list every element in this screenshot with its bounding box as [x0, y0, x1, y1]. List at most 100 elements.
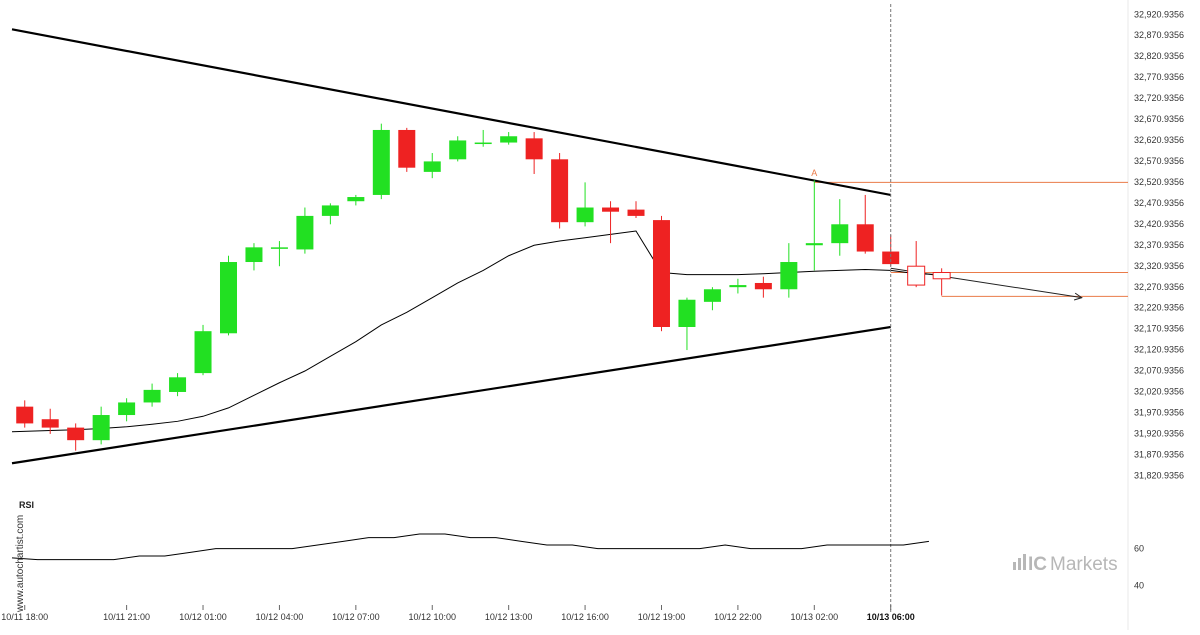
candle-body [780, 262, 798, 290]
y-tick-label: 32,670.9356 [1134, 114, 1184, 124]
brand-logo-icon [1013, 554, 1026, 570]
candle [907, 241, 926, 288]
y-tick-label: 32,770.9356 [1134, 72, 1184, 82]
candle-body [398, 129, 416, 168]
candle-body [831, 224, 849, 244]
candles [16, 123, 951, 451]
candle-body [296, 215, 314, 250]
x-tick-label: 10/11 21:00 [103, 612, 150, 622]
candle-body [449, 140, 467, 160]
candle [321, 203, 339, 225]
candle [627, 201, 645, 218]
candle-body [932, 271, 951, 280]
candle [398, 127, 416, 172]
candle [423, 153, 441, 179]
rsi-tick-label: 40 [1134, 580, 1144, 590]
y-tick-label: 32,520.9356 [1134, 177, 1184, 187]
candle-body [627, 209, 645, 216]
candle [525, 132, 543, 174]
candle [551, 153, 569, 229]
candle [729, 278, 747, 294]
y-tick-label: 32,020.9356 [1134, 387, 1184, 397]
x-tick-label: 10/12 07:00 [332, 612, 380, 622]
candle-body [372, 129, 390, 195]
candle-body [16, 406, 34, 424]
x-tick-label: 10/12 22:00 [714, 612, 762, 622]
y-tick-label: 32,420.9356 [1134, 219, 1184, 229]
candle [143, 383, 161, 407]
y-tick-label: 32,470.9356 [1134, 198, 1184, 208]
y-tick-label: 32,620.9356 [1134, 135, 1184, 145]
time-axis: 10/11 18:00 10/11 21:00 10/12 01:00 10/12 0… [1, 605, 915, 622]
candle-body [67, 427, 85, 441]
candle [270, 241, 288, 267]
candle [16, 400, 34, 428]
pattern-line-lower [11, 325, 891, 465]
y-tick-label: 31,920.9356 [1134, 429, 1184, 439]
candle-body [805, 243, 823, 246]
y-tick-label: 32,320.9356 [1134, 261, 1184, 271]
price-axis: 32,920.9356 32,870.9356 32,820.9356 32,770.… [1134, 9, 1184, 480]
candle [296, 207, 314, 254]
candle [856, 194, 874, 254]
candle [780, 243, 798, 298]
candle [92, 406, 110, 445]
watermark-text: www.autochartist.com [15, 515, 26, 613]
candle-body [118, 402, 136, 416]
brand-name: Markets [1050, 554, 1118, 575]
y-tick-label: 32,370.9356 [1134, 240, 1184, 250]
brand-prefix: IC [1028, 554, 1047, 575]
candle [678, 297, 696, 351]
candle-body [856, 224, 874, 252]
candle-body [500, 136, 518, 143]
candle [932, 268, 951, 296]
candle-body [474, 142, 492, 145]
x-tick-label: 10/12 01:00 [179, 612, 227, 622]
candle-body [907, 265, 926, 286]
candle-body [143, 389, 161, 403]
candle [805, 180, 823, 271]
candle-body [576, 207, 594, 223]
rsi-panel: RSI 60 40 [11, 500, 1144, 590]
triangle-pattern: A [11, 28, 1083, 465]
x-tick-label: 10/12 16:00 [561, 612, 609, 622]
candle-body [703, 289, 721, 302]
candle-body [219, 262, 237, 334]
pattern-line-upper [11, 28, 891, 197]
candle [245, 243, 263, 271]
projection-arrowhead [1073, 292, 1083, 301]
y-tick-label: 32,720.9356 [1134, 93, 1184, 103]
y-tick-label: 32,270.9356 [1134, 282, 1184, 292]
candle [372, 123, 390, 200]
candle-body [92, 415, 110, 441]
y-tick-label: 31,970.9356 [1134, 408, 1184, 418]
y-tick-label: 32,570.9356 [1134, 156, 1184, 166]
y-tick-label: 31,870.9356 [1134, 449, 1184, 459]
candle-body [321, 205, 339, 216]
y-tick-label: 32,170.9356 [1134, 324, 1184, 334]
candle-body [652, 220, 670, 327]
price-levels [814, 181, 1128, 297]
y-tick-label: 32,870.9356 [1134, 30, 1184, 40]
candle-body [754, 282, 772, 290]
candle [652, 215, 670, 332]
rsi-line [11, 533, 929, 561]
candle-body [602, 207, 620, 212]
candle [754, 276, 772, 298]
candle-body [169, 377, 187, 392]
candle-body [245, 247, 263, 263]
candle [474, 129, 492, 147]
y-tick-label: 32,220.9356 [1134, 303, 1184, 313]
candle [194, 324, 212, 376]
x-tick-label: 10/11 18:00 [1, 612, 48, 622]
y-tick-label: 32,920.9356 [1134, 9, 1184, 19]
x-tick-label: 10/12 13:00 [485, 612, 533, 622]
candle [602, 201, 620, 244]
candle-body [41, 419, 59, 428]
candle [831, 199, 849, 256]
candle [169, 373, 187, 397]
x-tick-label: 10/12 19:00 [638, 612, 686, 622]
y-tick-label: 32,820.9356 [1134, 51, 1184, 61]
y-tick-label: 32,120.9356 [1134, 345, 1184, 355]
